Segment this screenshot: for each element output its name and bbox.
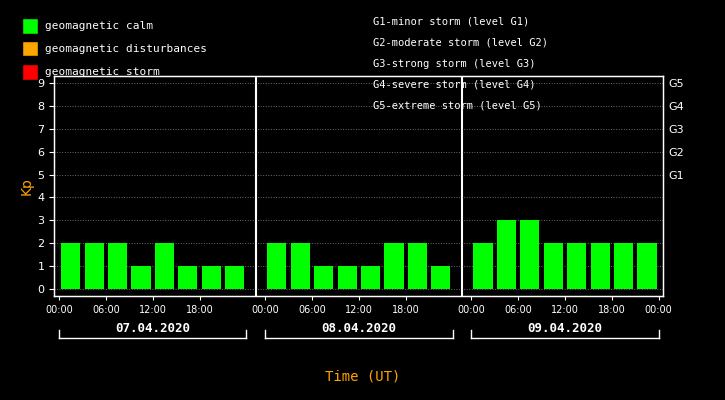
Text: Time (UT): Time (UT) xyxy=(325,370,400,384)
Text: 08.04.2020: 08.04.2020 xyxy=(321,322,397,335)
Bar xyxy=(431,266,450,289)
Bar xyxy=(591,243,610,289)
Text: geomagnetic storm: geomagnetic storm xyxy=(45,67,160,77)
Bar xyxy=(497,220,516,289)
Bar xyxy=(567,243,587,289)
Text: geomagnetic disturbances: geomagnetic disturbances xyxy=(45,44,207,54)
Text: G3-strong storm (level G3): G3-strong storm (level G3) xyxy=(373,59,536,69)
Bar xyxy=(637,243,657,289)
Bar xyxy=(521,220,539,289)
Text: geomagnetic calm: geomagnetic calm xyxy=(45,21,153,31)
Bar xyxy=(314,266,334,289)
Bar xyxy=(108,243,127,289)
Bar xyxy=(361,266,380,289)
Text: 09.04.2020: 09.04.2020 xyxy=(528,322,602,335)
Bar xyxy=(85,243,104,289)
Bar xyxy=(338,266,357,289)
Text: G2-moderate storm (level G2): G2-moderate storm (level G2) xyxy=(373,38,548,48)
Bar xyxy=(155,243,174,289)
Bar xyxy=(291,243,310,289)
Text: G5-extreme storm (level G5): G5-extreme storm (level G5) xyxy=(373,100,542,110)
Text: G4-severe storm (level G4): G4-severe storm (level G4) xyxy=(373,80,536,90)
Bar xyxy=(408,243,427,289)
Bar xyxy=(544,243,563,289)
Bar xyxy=(202,266,221,289)
Text: 07.04.2020: 07.04.2020 xyxy=(115,322,190,335)
Bar xyxy=(473,243,492,289)
Bar xyxy=(131,266,151,289)
Bar xyxy=(384,243,404,289)
Bar xyxy=(268,243,286,289)
Bar xyxy=(61,243,80,289)
Text: G1-minor storm (level G1): G1-minor storm (level G1) xyxy=(373,17,530,27)
Bar xyxy=(225,266,244,289)
Bar xyxy=(614,243,633,289)
Y-axis label: Kp: Kp xyxy=(20,177,33,195)
Bar xyxy=(178,266,197,289)
